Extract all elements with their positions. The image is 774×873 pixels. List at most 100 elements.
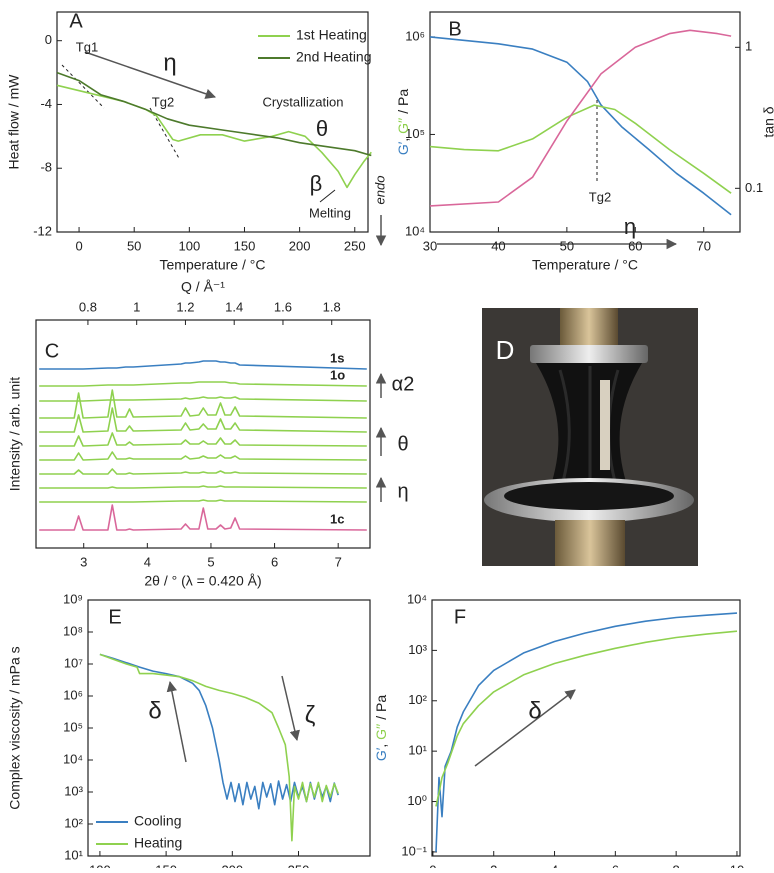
panel-letter: E [108,606,121,628]
photo [482,308,698,566]
annotation: Tg1 [76,39,98,54]
x-tick-label: 0 [75,238,82,253]
annotation: η [163,49,176,76]
x-tick-label: 250 [344,238,366,253]
legend-label: 2nd Heating [296,49,372,65]
x-tick-label: 200 [221,862,243,868]
plot-frame [35,319,371,549]
y-tick-label: -12 [33,223,52,238]
x2-tick-label: 1.2 [176,299,194,314]
x-tick-label: 40 [491,238,505,253]
arrow [166,680,187,763]
plot-frame [429,11,741,233]
panel-letter: B [448,18,461,40]
plot-frame [431,599,741,857]
annotation: α2 [392,373,415,395]
y-tick-label: 10³ [64,783,83,798]
y-tick-label: -4 [40,96,52,111]
x-tick-label: 30 [423,238,437,253]
annotation: η [624,214,636,239]
series-line [39,499,367,503]
tangent [61,64,105,109]
annotation: θ [397,433,408,455]
y2-tick-label: 1 [745,39,752,54]
x2-tick-label: 0.8 [79,299,97,314]
y-tick-label: 10⁵ [63,719,83,734]
x2-axis-label: Q / Å⁻¹ [181,279,225,295]
panel-letter: C [45,340,59,362]
series-label: 1c [330,511,344,526]
annotation: δ [528,697,541,724]
annotation: β [310,171,323,196]
y-tick-label: 10¹ [64,847,83,862]
x-tick-label: 4 [144,554,151,569]
x2-tick-label: 1.8 [323,299,341,314]
x-tick-label: 150 [155,862,177,868]
y-axis-label: Complex viscosity / mPa s [7,646,23,809]
x-tick-label: 150 [234,238,256,253]
x2-tick-label: 1.6 [274,299,292,314]
y-tick-label: 10³ [408,642,427,657]
y-tick-label: 10⁻¹ [401,843,427,858]
y2-axis-label: tan δ [761,106,774,137]
y-tick-label: 10⁸ [63,623,83,638]
annotation: η [397,480,408,502]
y-axis-label-part: / Pa [395,89,411,118]
series-line [39,396,367,402]
y-axis-label-part: G′ [373,747,389,761]
y-tick-label: 10⁰ [407,793,427,808]
series-line [39,360,367,370]
annotation: δ [148,697,161,724]
y-axis-label: Heat flow / mW [6,74,22,170]
x-tick-label: 5 [207,554,214,569]
y-axis-label-part: G′′ [373,723,389,740]
x-tick-label: 6 [271,554,278,569]
x2-tick-label: 1.4 [225,299,243,314]
y-tick-label: 10² [408,692,427,707]
x-axis-label: Temperature / °C [160,257,266,273]
series-label: 1o [330,367,345,382]
y-axis-label: Intensity / arb. unit [7,377,23,492]
x-tick-label: 2 [490,862,497,868]
x-tick-label: 100 [178,238,200,253]
series-label: 1s [330,350,344,365]
panel-letter: F [454,606,466,628]
x-tick-label: 4 [551,862,558,868]
y-tick-label: 10⁶ [63,687,83,702]
annotation: Tg2 [589,189,611,204]
x-tick-label: 50 [127,238,141,253]
arrow [84,51,216,99]
y-axis-label-part: G′′ [395,117,411,134]
x-tick-label: 50 [560,238,574,253]
y-tick-label: 10² [64,815,83,830]
x-tick-label: 6 [612,862,619,868]
x-tick-label: 60 [628,238,642,253]
x-tick-label: 250 [288,862,310,868]
y-tick-label: 10⁴ [405,223,425,238]
series-line [39,432,367,447]
arrow [281,675,300,742]
series-line [39,468,367,475]
y-axis-label-part: / Pa [373,695,389,724]
y-tick-label: 10⁷ [64,655,83,670]
annotation: Crystallization [263,94,344,109]
y2-tick-label: 0.1 [745,180,763,195]
legend-label: Cooling [134,813,181,829]
legend-label: Heating [134,835,182,851]
y-axis-label: G′, G′′ / Pa [395,89,411,155]
pointer [319,189,336,203]
series-line [39,389,367,419]
y-tick-label: 0 [45,32,52,47]
x-tick-label: 10 [730,862,744,868]
x-tick-label: 8 [673,862,680,868]
annotation: ζ [305,701,316,728]
panel-letter: A [69,10,83,32]
series-line [39,381,367,387]
y-tick-label: 10⁴ [63,751,83,766]
x-tick-label: 100 [89,862,111,868]
legend-label: 1st Heating [296,27,367,43]
x-axis-label: Temperature / °C [532,257,638,273]
plot-frame [56,11,369,233]
series-line [56,71,372,157]
